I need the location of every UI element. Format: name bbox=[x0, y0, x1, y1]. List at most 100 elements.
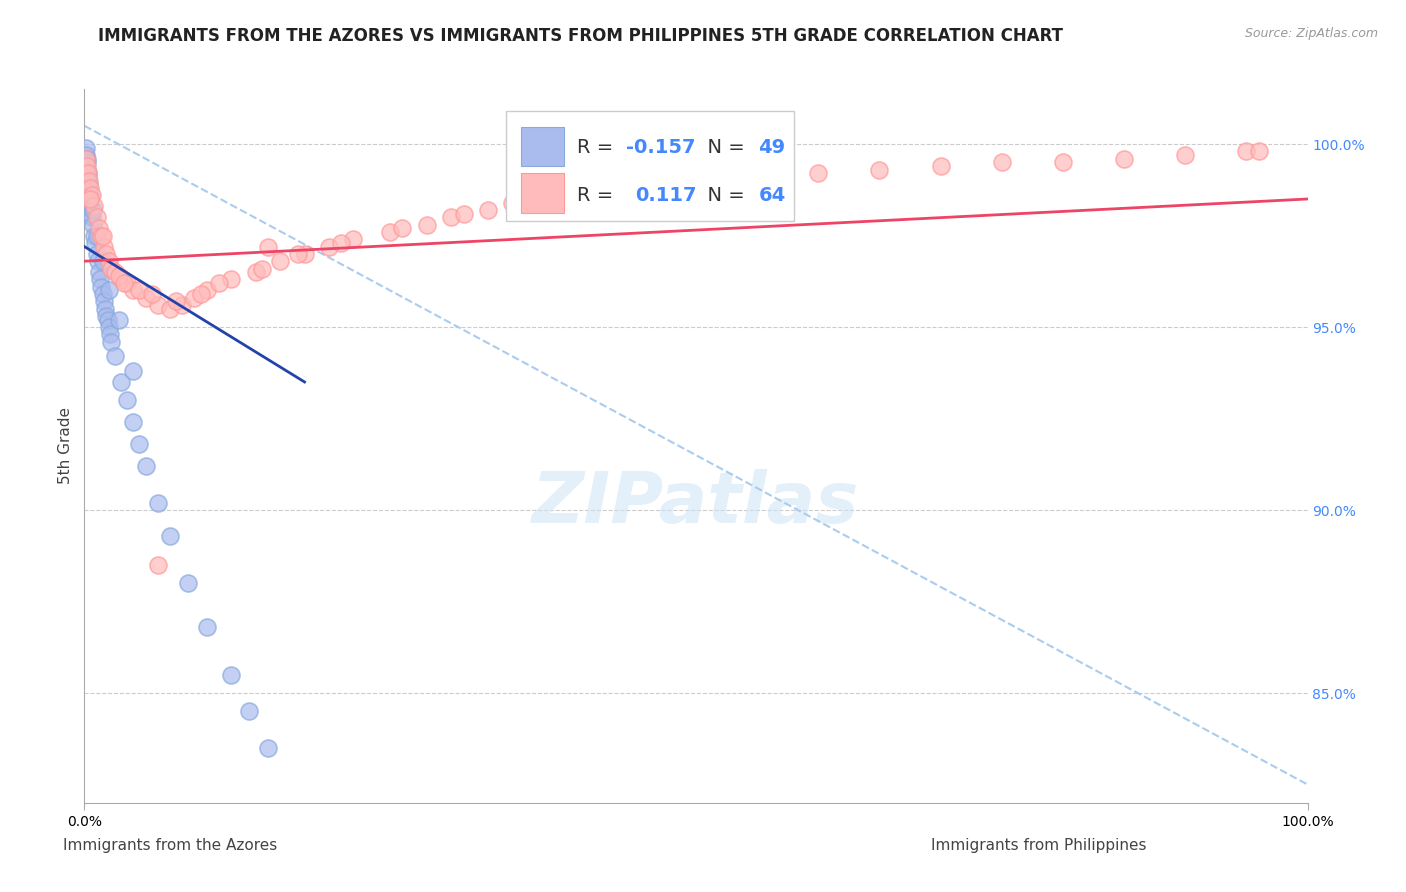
Point bbox=[391, 221, 413, 235]
Text: Source: ZipAtlas.com: Source: ZipAtlas.com bbox=[1244, 27, 1378, 40]
Point bbox=[1114, 152, 1136, 166]
Point bbox=[416, 218, 439, 232]
Point bbox=[195, 620, 218, 634]
Point bbox=[115, 393, 138, 408]
Text: N =: N = bbox=[695, 186, 751, 205]
Point bbox=[269, 254, 291, 268]
Point bbox=[177, 576, 200, 591]
Point bbox=[219, 272, 242, 286]
FancyBboxPatch shape bbox=[522, 173, 564, 212]
Point bbox=[91, 228, 114, 243]
Point bbox=[97, 254, 120, 268]
Point bbox=[107, 268, 129, 283]
Point bbox=[79, 181, 101, 195]
Point bbox=[257, 740, 280, 755]
Point bbox=[76, 162, 98, 177]
Point bbox=[453, 206, 475, 220]
Point bbox=[97, 284, 120, 298]
Point bbox=[96, 309, 118, 323]
Point bbox=[380, 225, 402, 239]
Point bbox=[77, 185, 100, 199]
Point bbox=[100, 334, 122, 349]
Point bbox=[122, 364, 145, 378]
Point bbox=[929, 159, 952, 173]
Point bbox=[146, 558, 169, 572]
Point bbox=[287, 247, 309, 261]
Point bbox=[128, 284, 150, 298]
Y-axis label: 5th Grade: 5th Grade bbox=[58, 408, 73, 484]
Point bbox=[122, 284, 145, 298]
Point bbox=[112, 276, 135, 290]
Point bbox=[87, 221, 110, 235]
Point bbox=[98, 327, 121, 342]
FancyBboxPatch shape bbox=[522, 127, 564, 166]
Point bbox=[91, 254, 114, 268]
Point bbox=[183, 291, 205, 305]
Point bbox=[245, 265, 267, 279]
Point bbox=[80, 206, 103, 220]
Point bbox=[75, 141, 97, 155]
Point bbox=[807, 166, 830, 180]
Point bbox=[84, 235, 107, 250]
Point bbox=[122, 415, 145, 429]
Point bbox=[97, 320, 120, 334]
Point bbox=[93, 239, 115, 253]
Text: Immigrants from Philippines: Immigrants from Philippines bbox=[931, 838, 1146, 853]
Point bbox=[294, 247, 316, 261]
Point bbox=[79, 192, 101, 206]
Point bbox=[76, 159, 98, 173]
Point bbox=[1052, 155, 1074, 169]
Point bbox=[77, 174, 100, 188]
Point bbox=[94, 301, 117, 316]
Point bbox=[208, 276, 231, 290]
Point bbox=[90, 280, 112, 294]
Point bbox=[219, 667, 242, 681]
Point bbox=[87, 254, 110, 268]
Point bbox=[562, 188, 585, 202]
Text: 64: 64 bbox=[758, 186, 786, 205]
Point bbox=[135, 459, 157, 474]
Point bbox=[165, 294, 187, 309]
Point bbox=[76, 155, 98, 169]
Point bbox=[330, 235, 353, 250]
Point bbox=[440, 211, 463, 225]
Point bbox=[75, 148, 97, 162]
Point bbox=[87, 265, 110, 279]
Point bbox=[104, 265, 127, 279]
Text: 49: 49 bbox=[758, 137, 786, 156]
Point bbox=[1236, 145, 1258, 159]
Point bbox=[75, 152, 97, 166]
Point bbox=[991, 155, 1014, 169]
Text: IMMIGRANTS FROM THE AZORES VS IMMIGRANTS FROM PHILIPPINES 5TH GRADE CORRELATION : IMMIGRANTS FROM THE AZORES VS IMMIGRANTS… bbox=[98, 27, 1063, 45]
Point bbox=[115, 276, 138, 290]
Point bbox=[77, 178, 100, 192]
Point bbox=[77, 166, 100, 180]
Point bbox=[90, 228, 112, 243]
Point bbox=[172, 298, 194, 312]
Point bbox=[76, 152, 98, 166]
Point bbox=[502, 195, 524, 210]
Point bbox=[477, 202, 499, 217]
Point bbox=[110, 375, 132, 389]
Point bbox=[96, 247, 118, 261]
Point bbox=[83, 228, 105, 243]
Point bbox=[107, 312, 129, 326]
Text: R =: R = bbox=[578, 137, 620, 156]
Point bbox=[86, 247, 108, 261]
Point bbox=[159, 529, 181, 543]
Point bbox=[146, 496, 169, 510]
Point bbox=[257, 239, 280, 253]
Point bbox=[86, 211, 108, 225]
Point bbox=[195, 284, 218, 298]
Point bbox=[141, 287, 163, 301]
Point bbox=[82, 202, 104, 217]
FancyBboxPatch shape bbox=[506, 111, 794, 221]
Point bbox=[1174, 148, 1197, 162]
Point bbox=[93, 294, 115, 309]
Point bbox=[342, 232, 364, 246]
Point bbox=[97, 312, 120, 326]
Point bbox=[82, 218, 104, 232]
Point bbox=[79, 199, 101, 213]
Point bbox=[83, 199, 105, 213]
Point bbox=[747, 169, 769, 184]
